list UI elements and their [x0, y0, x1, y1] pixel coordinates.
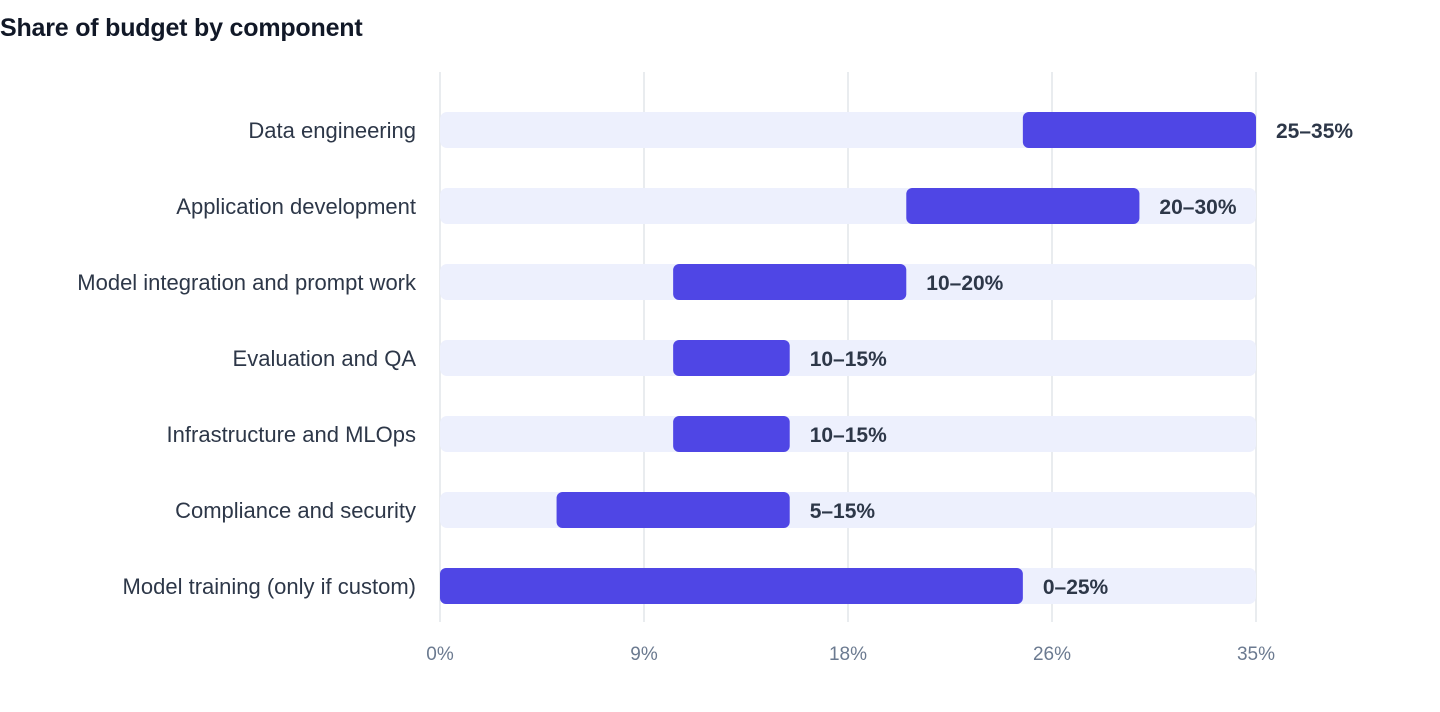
category-label: Application development: [176, 194, 416, 219]
bar-track: [440, 340, 1256, 376]
category-label: Model integration and prompt work: [77, 270, 417, 295]
chart-title: Share of budget by component: [0, 14, 363, 42]
value-label: 20–30%: [1159, 196, 1236, 219]
x-tick-label: 18%: [829, 644, 867, 665]
value-label: 0–25%: [1043, 576, 1109, 599]
range-bar: [673, 340, 790, 376]
category-labels: Data engineering Application development M…: [77, 118, 417, 599]
range-bars: [440, 112, 1256, 604]
category-label: Model training (only if custom): [123, 574, 416, 599]
category-label: Evaluation and QA: [233, 346, 417, 371]
range-bar: [440, 568, 1023, 604]
bar-track: [440, 416, 1256, 452]
x-tick-label: 26%: [1033, 644, 1071, 665]
value-label: 5–15%: [810, 500, 876, 523]
x-tick-label: 9%: [630, 644, 658, 665]
range-bar: [556, 492, 790, 528]
range-bar: [673, 416, 790, 452]
category-label: Infrastructure and MLOps: [167, 422, 416, 447]
category-label: Data engineering: [248, 118, 416, 143]
category-label: Compliance and security: [175, 498, 416, 523]
x-tick-label: 0%: [426, 644, 454, 665]
range-bar: [906, 188, 1140, 224]
range-bar: [1022, 112, 1256, 148]
range-bar: [673, 264, 907, 300]
x-tick-label: 35%: [1237, 644, 1275, 665]
value-labels: 25–35% 20–30% 10–20% 10–15% 10–15% 5–15% 0–25%: [810, 120, 1354, 599]
value-label: 10–15%: [810, 424, 887, 447]
value-label: 25–35%: [1276, 120, 1353, 143]
value-label: 10–15%: [810, 348, 887, 371]
x-axis-ticks: 0% 9% 18% 26% 35%: [426, 644, 1275, 665]
value-label: 10–20%: [926, 272, 1003, 295]
